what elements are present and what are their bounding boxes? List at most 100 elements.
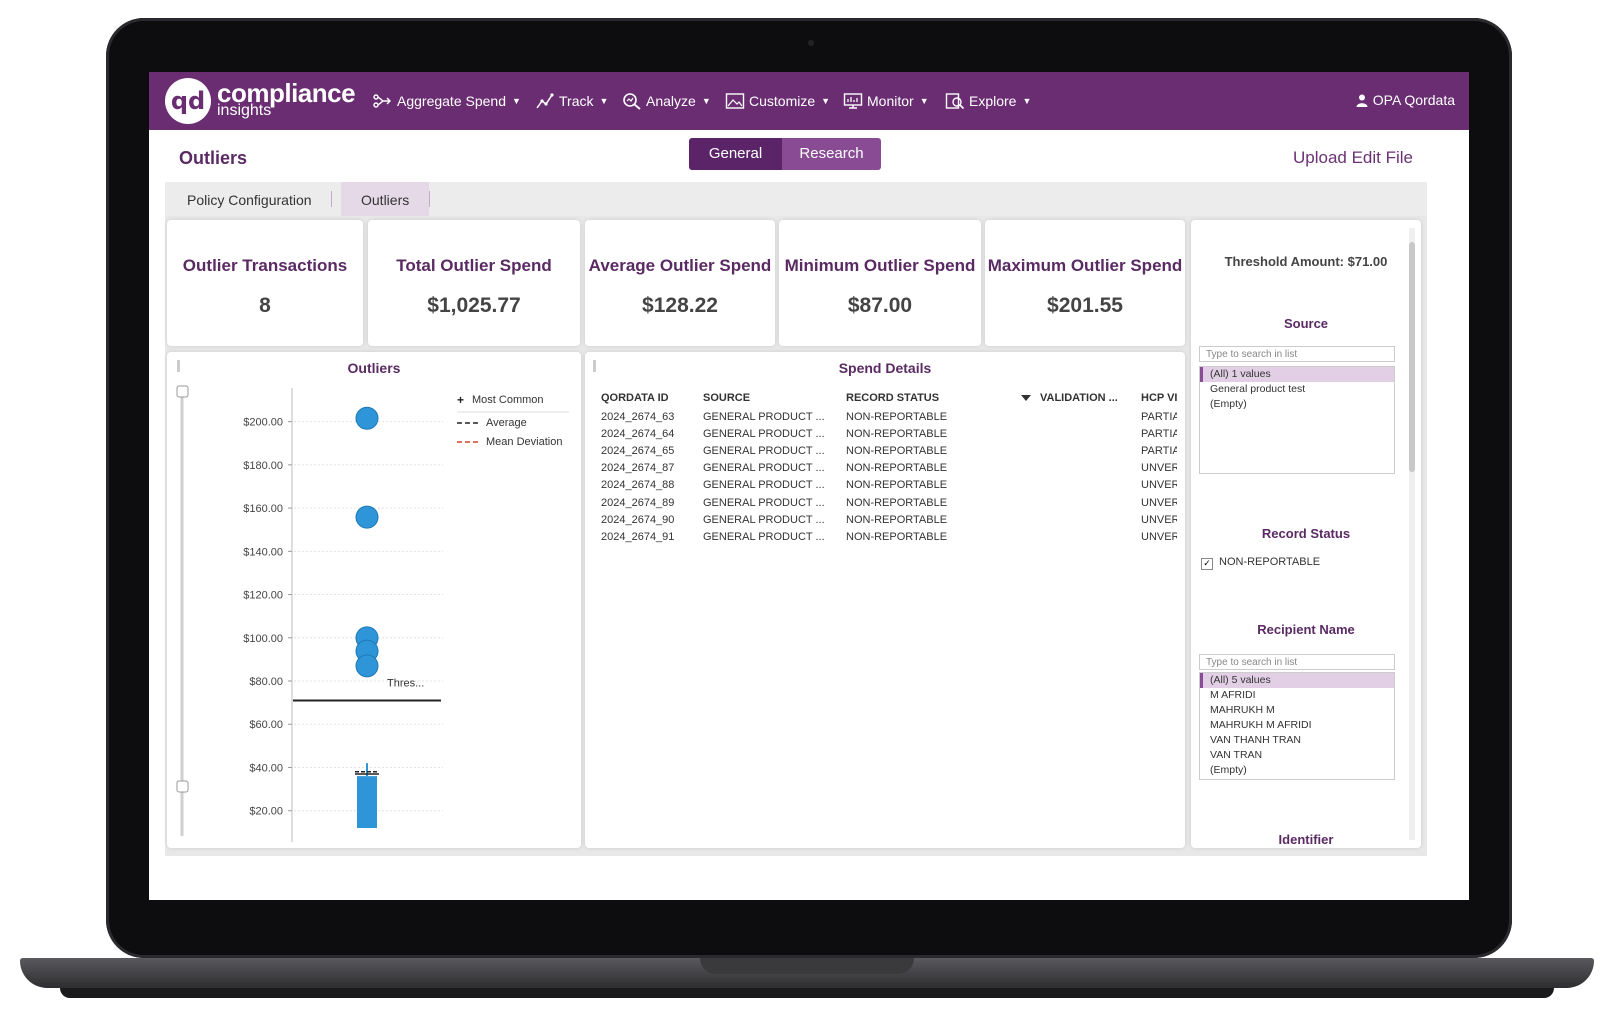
kpi-value: $1,025.77 [427,294,521,317]
table-row[interactable]: 2024_2674_90 GENERAL PRODUCT ... NON-REPOR… [601,511,1177,528]
list-item[interactable]: General product test [1210,383,1306,395]
nav-label: Aggregate Spend [397,93,506,109]
table-cell: UNVER [1141,496,1177,509]
nav-monitor[interactable]: Monitor ▼ [843,92,929,110]
range-slider-bottom-handle [176,780,189,793]
list-item[interactable]: MAHRUKH M [1210,704,1275,716]
table-cell: 2024_2674_90 [601,513,675,526]
recipient-search-input[interactable]: Type to search in list [1199,654,1395,670]
table-body: 2024_2674_63 GENERAL PRODUCT ... NON-REPOR… [601,408,1177,546]
list-item[interactable]: VAN TRAN [1210,749,1263,761]
chevron-down-icon: ▼ [919,96,929,106]
table-cell: 2024_2674_88 [601,479,675,492]
trend-icon [536,93,554,109]
nav-label: Customize [749,93,816,109]
list-item[interactable]: VAN THANH TRAN [1210,734,1302,746]
column-header[interactable]: QORDATA ID [601,392,669,404]
table-row[interactable]: 2024_2674_64 GENERAL PRODUCT ... NON-REPOR… [601,425,1177,442]
table-cell: PARTIA [1141,444,1177,457]
list-item[interactable]: (Empty) [1210,764,1247,776]
table-cell: NON-REPORTABLE [846,496,948,509]
table-cell [1040,494,1141,511]
nav-track[interactable]: Track ▼ [535,92,608,110]
nav-explore[interactable]: Explore ▼ [945,92,1031,110]
kpi-label: Average Outlier Spend [588,256,772,275]
tab-divider [429,191,430,207]
outliers-chart[interactable]: $20.00 $40.00 $60.00 $80.00 $100.00 $120.00 $1… [167,352,581,842]
list-item[interactable]: (All) 5 values [1200,673,1394,688]
table-cell: GENERAL PRODUCT ... [703,462,825,475]
table-cell: 2024_2674_65 [601,444,675,457]
chevron-down-icon: ▼ [821,96,831,106]
filter-title-record-status: Record Status [1261,526,1351,541]
sort-down-icon[interactable] [1021,395,1031,401]
monitor-icon [843,93,863,109]
source-search-input[interactable]: Type to search in list [1199,346,1395,362]
legend-average: Average [486,417,527,429]
logo-mark[interactable]: qd [165,78,211,124]
kpi-card: Outlier Transactions 8 [167,220,363,346]
table-row[interactable]: 2024_2674_91 GENERAL PRODUCT ... NON-REPOR… [601,528,1177,545]
image-icon [725,93,745,109]
kpi-label: Total Outlier Spend [396,256,552,275]
table-row[interactable]: 2024_2674_65 GENERAL PRODUCT ... NON-REPOR… [601,442,1177,459]
scrollbar-thumb[interactable] [1409,242,1415,472]
toggle-general[interactable]: General [689,138,782,170]
outliers-panel-title: Outliers [347,360,401,376]
chevron-down-icon: ▼ [701,96,711,106]
y-tick-label: $60.00 [249,719,283,731]
table-cell: GENERAL PRODUCT ... [703,496,825,509]
column-header[interactable]: VALIDATION ... [1040,392,1118,404]
table-header-row: QORDATA ID SOURCE RECORD STATUS VALIDATI… [601,390,1177,408]
chart-marks: Thres... [293,406,441,828]
chevron-down-icon: ▼ [599,96,609,106]
y-tick-label: $120.00 [243,590,283,602]
filter-title-identifier: Identifier [1278,832,1334,847]
nav-analyze[interactable]: Analyze ▼ [622,92,711,110]
checkbox-non-reportable[interactable]: ✓ [1201,558,1213,570]
range-slider-top-handle [176,385,189,398]
chart-legend: + Most Common Average Mean Deviation [457,393,569,448]
nav-customize[interactable]: Customize ▼ [725,92,830,110]
table-cell: GENERAL PRODUCT ... [703,444,825,457]
table-cell: 2024_2674_64 [601,427,675,440]
nav-aggregate-spend[interactable]: Aggregate Spend ▼ [373,92,521,110]
column-header[interactable]: SOURCE [703,392,751,404]
kpi-card: Total Outlier Spend $1,025.77 [368,220,580,346]
kpi-card: Average Outlier Spend $128.22 [585,220,775,346]
kpi-value: $87.00 [847,294,913,317]
view-toggle: General Research [689,138,881,170]
table-cell: 2024_2674_89 [601,496,675,509]
magnify-icon [623,93,641,110]
kpi-label: Outlier Transactions [182,256,348,275]
table-cell: GENERAL PRODUCT ... [703,479,825,492]
list-item[interactable]: (Empty) [1210,398,1247,410]
table-row[interactable]: 2024_2674_87 GENERAL PRODUCT ... NON-REPOR… [601,460,1177,477]
column-header[interactable]: RECORD STATUS [846,392,940,404]
laptop-foot [60,988,1554,998]
toggle-research[interactable]: Research [782,138,881,170]
column-header[interactable]: HCP VI [1141,392,1177,404]
spend-details-table: QORDATA ID SOURCE RECORD STATUS VALIDATI… [601,390,1177,546]
top-navbar: qd compliance insights Aggregate Spend ▼ … [149,72,1469,130]
list-item[interactable]: (All) 1 values [1200,367,1394,382]
nav-label: Monitor [867,93,914,109]
table-row[interactable]: 2024_2674_63 GENERAL PRODUCT ... NON-REPOR… [601,408,1177,425]
list-item[interactable]: M AFRIDI [1210,689,1256,701]
tab-outliers[interactable]: Outliers [361,192,410,208]
upload-edit-file-link[interactable]: Upload Edit File [1292,148,1413,167]
filter-scrollbar[interactable] [1409,228,1415,840]
nav-label: Track [559,93,594,109]
table-cell [1040,460,1141,477]
tab-active-highlight [341,182,429,216]
threshold-label: Thres... [387,677,424,689]
tab-policy-configuration[interactable]: Policy Configuration [187,192,312,208]
y-tick-label: $160.00 [243,503,283,515]
list-item[interactable]: MAHRUKH M AFRIDI [1210,719,1312,731]
table-row[interactable]: 2024_2674_88 GENERAL PRODUCT ... NON-REPOR… [601,477,1177,494]
user-menu[interactable]: OPA Qordata [1356,92,1455,108]
filter-title-source: Source [1283,316,1329,331]
table-row[interactable]: 2024_2674_89 GENERAL PRODUCT ... NON-REPOR… [601,494,1177,511]
panel-grip [593,360,596,372]
legend-most-common: Most Common [472,394,544,406]
